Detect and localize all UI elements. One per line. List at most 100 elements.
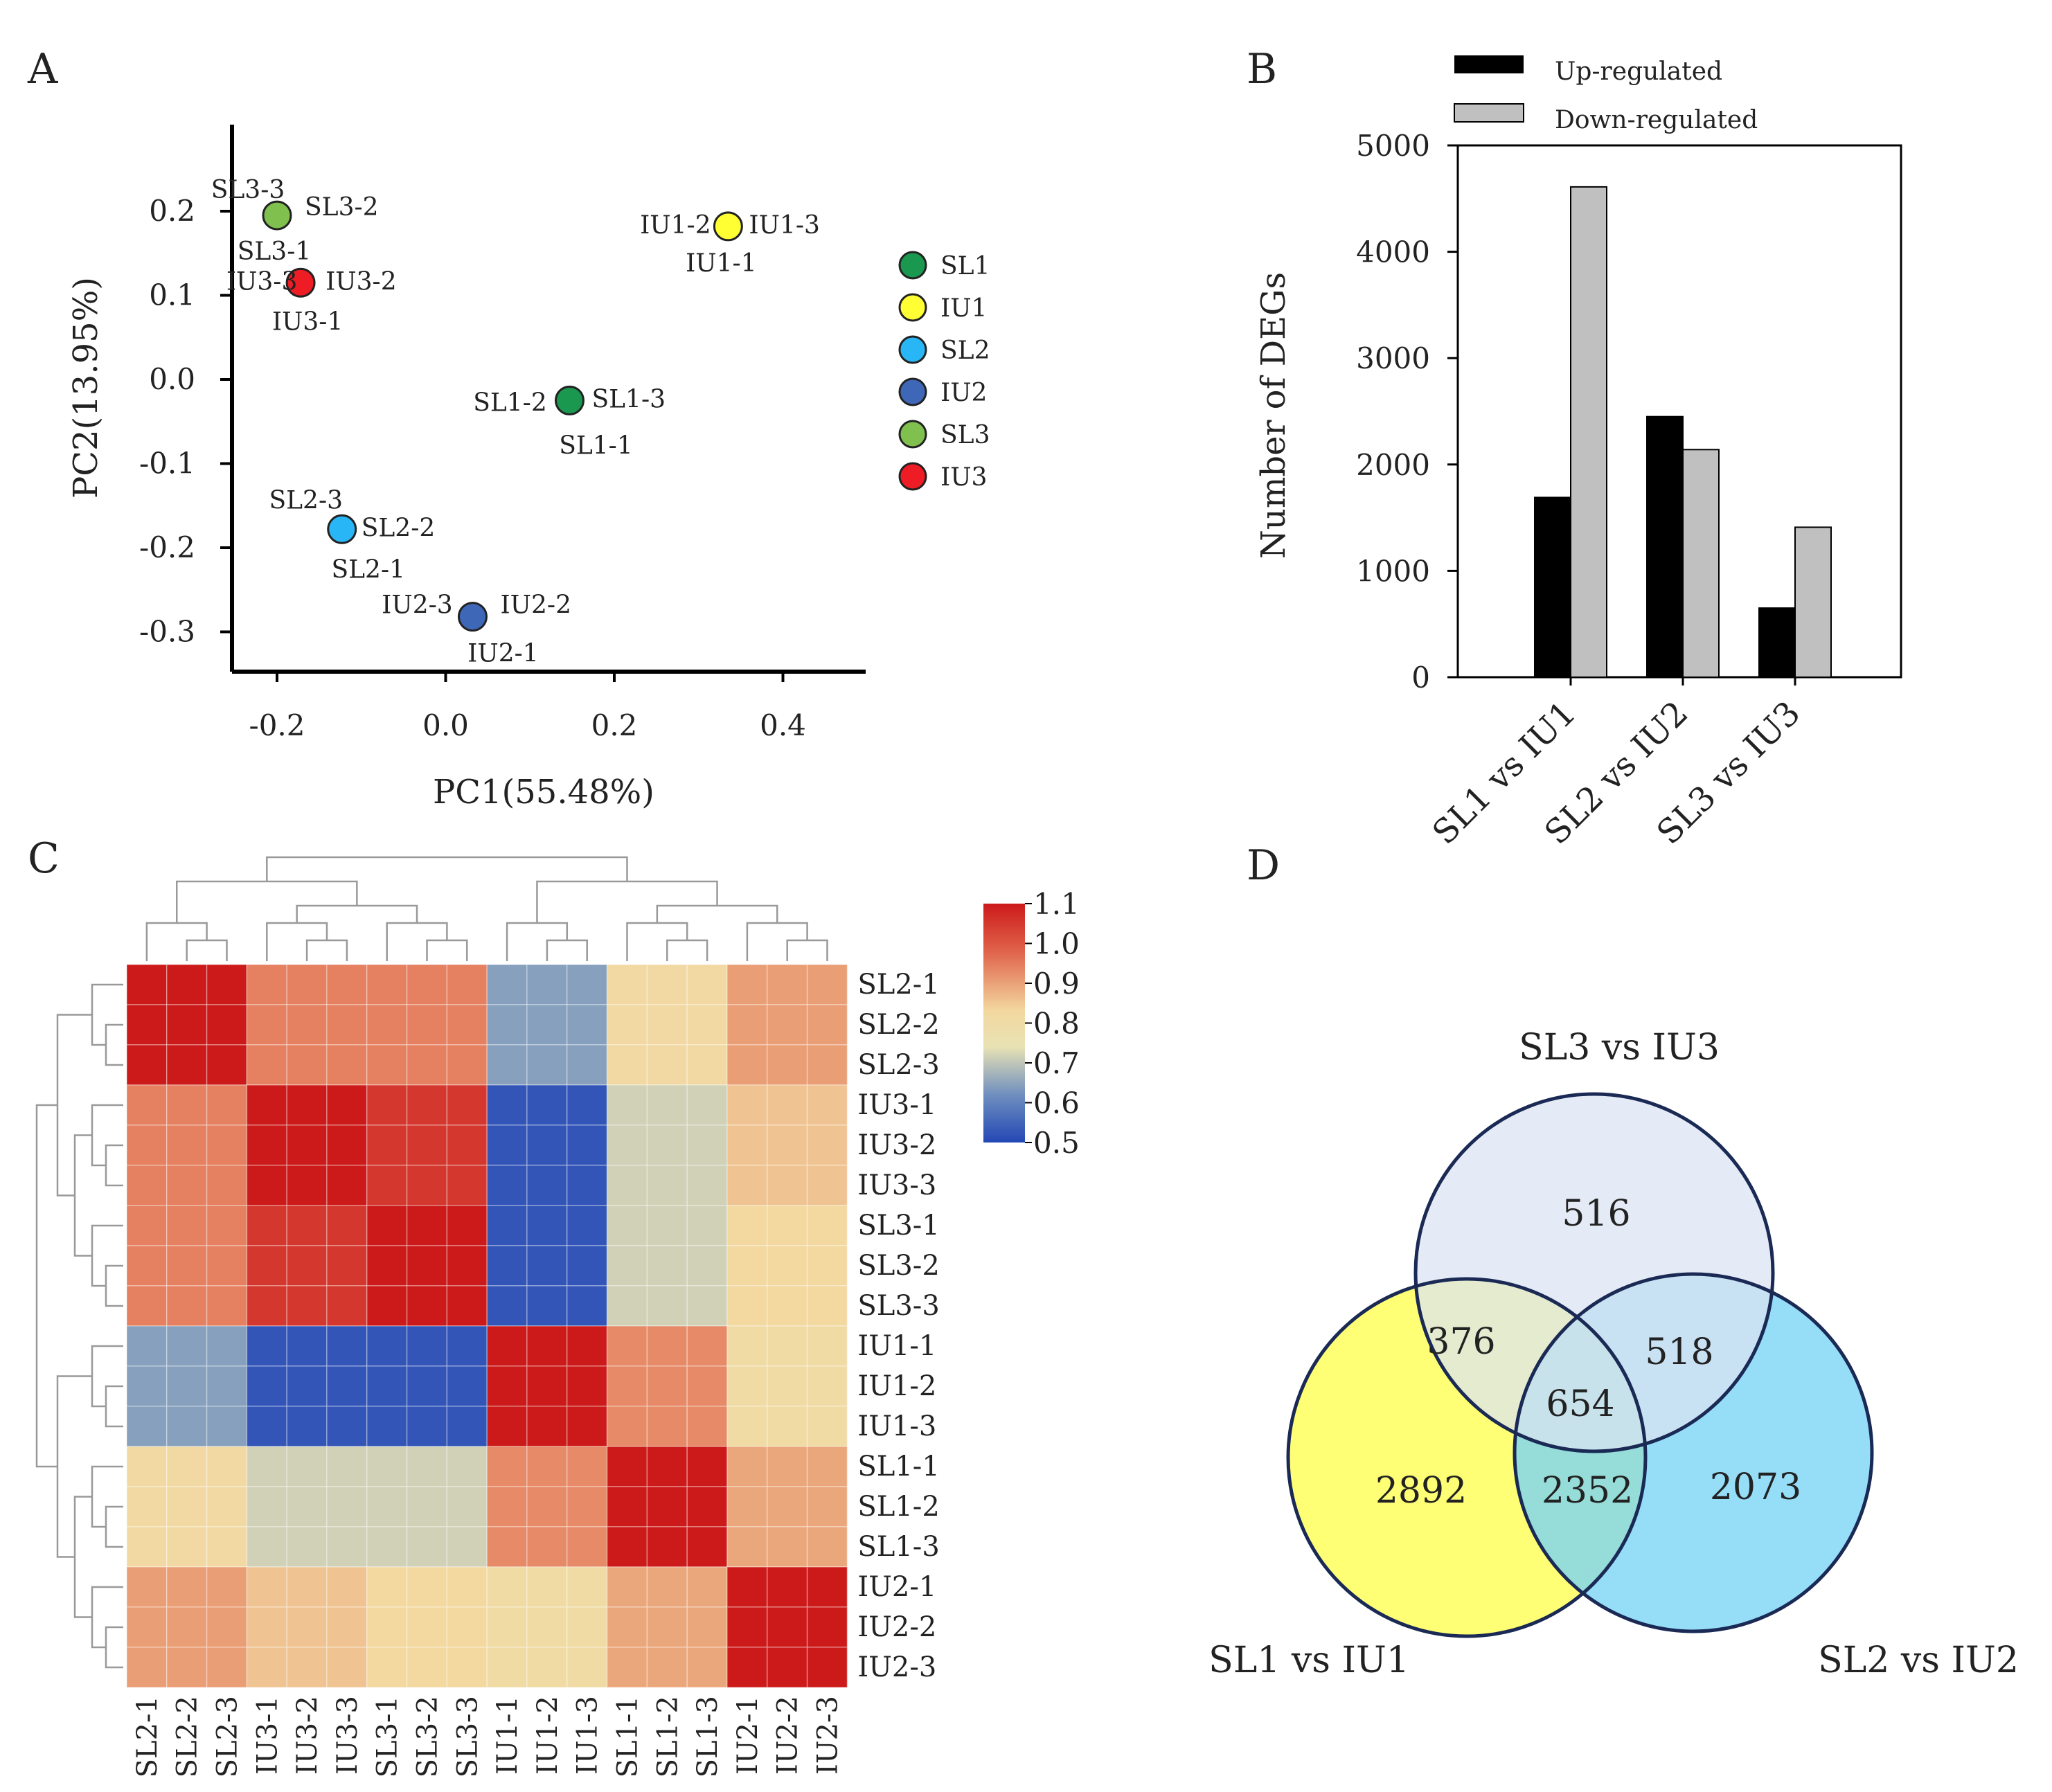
panel-c-heatmap: C SL2-1SL2-1SL2-2SL2-2SL2-3SL2-3IU3-1IU3… — [28, 834, 1080, 1777]
heatmap-cell — [446, 1526, 488, 1568]
heatmap-cell — [646, 1325, 688, 1367]
heatmap-cell — [126, 1044, 168, 1086]
heatmap-cell — [726, 1526, 768, 1568]
heatmap-row-label: SL3-1 — [857, 1210, 939, 1242]
bar-up — [1758, 607, 1796, 678]
heatmap-cell — [486, 1526, 528, 1568]
heatmap-cell — [526, 964, 568, 1005]
pca-point-label: IU2-2 — [500, 591, 571, 620]
heatmap-cell — [526, 1526, 568, 1568]
heatmap-row-label: SL1-3 — [857, 1531, 939, 1563]
heatmap-cell — [726, 1044, 768, 1086]
pca-legend-label: IU1 — [940, 294, 987, 323]
heatmap-row-label: IU1-2 — [857, 1370, 936, 1402]
dendrogram-top-link — [186, 939, 228, 961]
heatmap-cell — [286, 1526, 328, 1568]
heatmap-cell — [486, 1406, 528, 1447]
heatmap-cell — [366, 1004, 408, 1046]
dendrogram-top-link — [546, 939, 588, 961]
dendrogram-top-link — [266, 922, 328, 961]
pca-point-label: SL3-1 — [238, 238, 312, 266]
heatmap-cell — [326, 1526, 368, 1568]
heatmap-cell — [406, 1125, 448, 1166]
heatmap-row-label: SL2-3 — [857, 1049, 939, 1081]
heatmap-cell — [366, 1044, 408, 1086]
dendrogram-top-link — [626, 922, 688, 961]
legend-up-label: Up-regulated — [1555, 57, 1722, 86]
heatmap-cell — [366, 1446, 408, 1487]
heatmap-cell — [246, 1165, 287, 1206]
heatmap-cell — [806, 1125, 848, 1166]
heatmap-cell — [166, 1245, 208, 1287]
heatmap-cell — [286, 1125, 328, 1166]
heatmap-cell — [406, 1486, 448, 1527]
pca-point-label: SL2-1 — [331, 555, 405, 584]
heatmap-cell — [446, 1365, 488, 1407]
colorbar-tick-label: 1.0 — [1033, 927, 1080, 961]
heatmap-cell — [166, 1365, 208, 1407]
pca-y-tick-label: 0.0 — [149, 362, 195, 396]
heatmap-cell — [286, 964, 328, 1005]
bar-y-tick-label: 3000 — [1356, 341, 1430, 375]
heatmap-cell — [646, 1406, 688, 1447]
heatmap-cell — [166, 964, 208, 1005]
heatmap-cell — [806, 1285, 848, 1327]
dendrogram-left-link — [105, 1023, 123, 1066]
dendrogram-top-link — [426, 939, 468, 961]
heatmap-cell — [686, 1285, 728, 1327]
heatmap-cell — [806, 1365, 848, 1407]
pca-legend: SL1 IU1 SL2 IU2 SL3 IU3 — [898, 251, 990, 492]
heatmap-cell — [526, 1406, 568, 1447]
heatmap-cell — [646, 1245, 688, 1287]
heatmap-cell — [526, 1205, 568, 1246]
pca-y-tick-label: -0.3 — [139, 615, 195, 649]
bar-y-tick-label: 1000 — [1356, 554, 1430, 588]
heatmap-cell — [767, 1165, 808, 1206]
heatmap-cell — [286, 1044, 328, 1086]
venn-all: 654 — [1546, 1383, 1614, 1425]
heatmap-cell — [366, 1165, 408, 1206]
heatmap-cell — [767, 1084, 808, 1126]
pca-point-label: IU3-3 — [226, 267, 298, 296]
heatmap-cell — [726, 1446, 768, 1487]
heatmap-cell — [246, 1044, 287, 1086]
heatmap-cell — [326, 1205, 368, 1246]
heatmap-cell — [486, 1606, 528, 1648]
bar-y-tick-label: 2000 — [1356, 448, 1430, 482]
heatmap-cell — [726, 1647, 768, 1688]
heatmap-cell — [406, 1205, 448, 1246]
heatmap-cell — [406, 1165, 448, 1206]
heatmap-col-label: IU1-1 — [492, 1696, 524, 1775]
heatmap-cell — [326, 1446, 368, 1487]
heatmap-cell — [126, 1245, 168, 1287]
heatmap-cell — [166, 1285, 208, 1327]
heatmap-cell — [767, 1205, 808, 1246]
heatmap-cell — [686, 1365, 728, 1407]
heatmap-cell — [246, 1325, 287, 1367]
heatmap-cell — [566, 1365, 608, 1407]
heatmap-cell — [646, 1004, 688, 1046]
heatmap-cell — [326, 1084, 368, 1126]
heatmap-cell — [686, 1486, 728, 1527]
heatmap-cell — [366, 1406, 408, 1447]
pca-y-tick-label: 0.1 — [149, 278, 195, 312]
panel-label-d: D — [1247, 841, 1280, 890]
heatmap-cell — [366, 1566, 408, 1608]
heatmap-cell — [166, 1084, 208, 1126]
heatmap-col-label: SL2-1 — [132, 1696, 163, 1777]
heatmap-row-label: IU1-1 — [857, 1330, 936, 1362]
heatmap-cell — [366, 1325, 408, 1367]
heatmap-cell — [726, 1125, 768, 1166]
heatmap-col-label: SL3-1 — [372, 1696, 404, 1777]
heatmap-cell — [566, 1486, 608, 1527]
dendrogram-left-link — [91, 1465, 123, 1528]
heatmap-cell — [406, 1566, 448, 1608]
dendrogram-left-link — [91, 983, 123, 1046]
heatmap-row-label: SL2-2 — [857, 1009, 939, 1041]
pca-point — [285, 267, 316, 298]
colorbar-tick-label: 0.8 — [1033, 1007, 1080, 1041]
heatmap-cell — [606, 1125, 648, 1166]
heatmap-cell — [446, 1647, 488, 1688]
heatmap-cell — [406, 1365, 448, 1407]
